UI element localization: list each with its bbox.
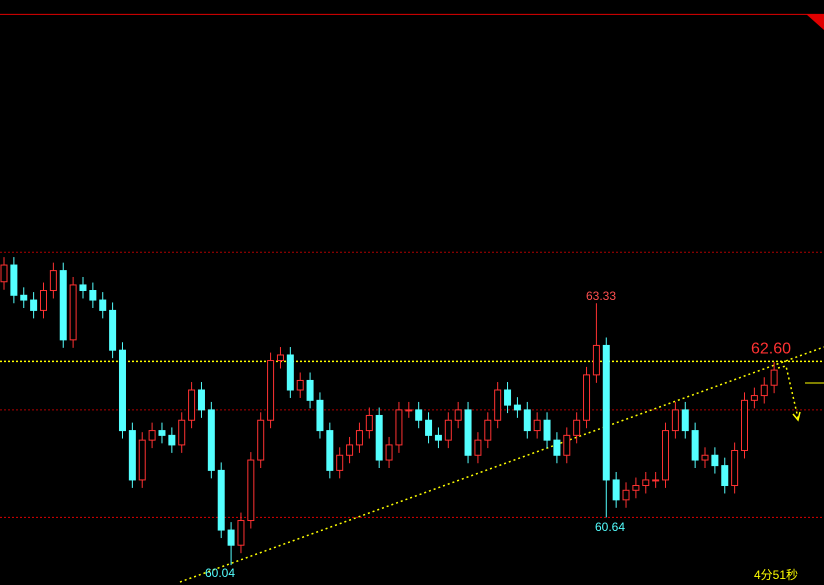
candle-body: [316, 399, 324, 432]
candle-body: [39, 290, 47, 311]
candle-body: [405, 409, 413, 412]
candle-body: [158, 430, 166, 436]
forecast-arrow: [777, 365, 799, 419]
candle-body: [306, 379, 314, 401]
candle-body: [247, 459, 255, 522]
candle-body: [474, 439, 482, 456]
candle-body: [237, 520, 245, 546]
candle-body: [148, 430, 156, 441]
candle-body: [365, 414, 373, 432]
candle-body: [99, 299, 107, 311]
candle-body: [30, 299, 38, 311]
candle-body: [464, 409, 472, 456]
candle-body: [533, 419, 541, 432]
candle-body: [69, 284, 77, 341]
high-label: 63.33: [586, 289, 616, 303]
candle-body: [355, 430, 363, 446]
candle-body: [10, 264, 18, 296]
trend-line: [179, 346, 824, 583]
candle-body: [523, 409, 531, 432]
candle-body: [336, 454, 344, 471]
candle-body: [217, 469, 225, 531]
candle-body: [395, 409, 403, 446]
candle-body: [652, 479, 660, 482]
candle-body: [602, 344, 610, 481]
candle-body: [227, 529, 235, 546]
candle-body: [741, 399, 749, 451]
candle-body: [207, 409, 215, 471]
candle-body: [415, 409, 423, 421]
candle-body: [662, 430, 670, 481]
candle-body: [138, 439, 146, 481]
candle-body: [711, 454, 719, 467]
candle-body: [178, 419, 186, 446]
low-label: 60.04: [205, 566, 235, 580]
candle-body: [504, 389, 512, 406]
candle-body: [296, 379, 304, 391]
candle-body: [484, 419, 492, 441]
candle-body: [573, 419, 581, 436]
candle-body: [375, 414, 383, 461]
candle-body: [671, 409, 679, 432]
candle-body: [79, 284, 87, 292]
candle-body: [276, 354, 284, 362]
candle-body: [760, 384, 768, 397]
candle-body: [691, 430, 699, 461]
candle-body: [721, 465, 729, 487]
forecast-arrowhead: [792, 411, 801, 422]
candle-body: [168, 434, 176, 446]
low-label: 60.64: [595, 520, 625, 534]
candle-body: [622, 489, 630, 501]
candle-body: [326, 430, 334, 471]
candle-body: [553, 439, 561, 456]
candle-body: [543, 419, 551, 441]
candle-body: [454, 409, 462, 421]
candle-body: [750, 395, 758, 401]
candle-body: [257, 419, 265, 461]
candle-body: [642, 479, 650, 487]
candle-body: [128, 430, 136, 481]
candle-body: [592, 344, 600, 376]
candle-body: [188, 389, 196, 421]
countdown: 4分51秒: [754, 568, 798, 582]
candle-body: [434, 434, 442, 441]
level-label: 62.60: [751, 341, 791, 358]
candle-body: [109, 309, 117, 351]
candle-body: [513, 404, 521, 411]
candle-body: [612, 479, 620, 501]
candle-body: [563, 434, 571, 456]
candle-body: [770, 369, 778, 386]
candle-body: [118, 349, 126, 432]
candle-body: [385, 444, 393, 461]
candle-body: [681, 409, 689, 432]
candle-body: [583, 374, 591, 421]
candle-body: [444, 419, 452, 441]
candle-body: [49, 270, 57, 292]
candle-body: [267, 360, 275, 421]
candle-body: [425, 419, 433, 436]
candle-body: [89, 290, 97, 301]
candle-body: [701, 454, 709, 461]
candle-body: [0, 264, 8, 283]
candle-body: [286, 354, 294, 391]
candle-body: [632, 485, 640, 491]
candle-body: [20, 294, 28, 301]
candle-body: [197, 389, 205, 411]
candle-body: [494, 389, 502, 421]
candle-body: [731, 449, 739, 487]
corner-flag: [806, 14, 824, 30]
candle-body: [346, 444, 354, 456]
candle-body: [59, 270, 67, 341]
